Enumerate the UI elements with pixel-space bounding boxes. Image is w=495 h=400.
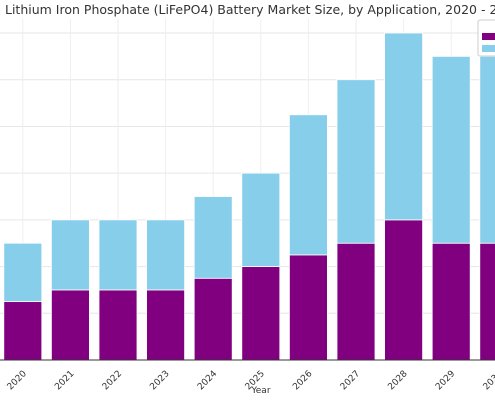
chart-title: Lithium Iron Phosphate (LiFePO4) Battery… (5, 2, 495, 17)
bar-segment (479, 55, 495, 244)
bar-segment (51, 219, 90, 291)
legend-swatch (482, 33, 495, 40)
bar-segment (3, 301, 43, 361)
bar-segment (146, 219, 186, 291)
bar-segment (384, 219, 424, 361)
bar-segment (288, 114, 328, 256)
bar-segment (241, 172, 281, 267)
bar-segment (146, 289, 186, 361)
bar-segment (384, 32, 424, 221)
bar-segment (51, 289, 90, 361)
bar-segment (288, 254, 328, 361)
bar-segment (193, 196, 233, 279)
legend (477, 19, 495, 57)
bar-segment (241, 266, 281, 361)
bar-segment (431, 242, 471, 361)
bar-segment (431, 55, 471, 244)
bar-segment (98, 219, 138, 291)
bar-segment (336, 79, 376, 244)
bar-segment (193, 277, 233, 361)
x-axis-label: Year (250, 386, 270, 396)
legend-swatch (482, 45, 495, 52)
bar-segment (98, 289, 138, 361)
bar-segment (3, 242, 43, 303)
bar-segment (479, 242, 495, 361)
bar-segment (336, 242, 376, 361)
